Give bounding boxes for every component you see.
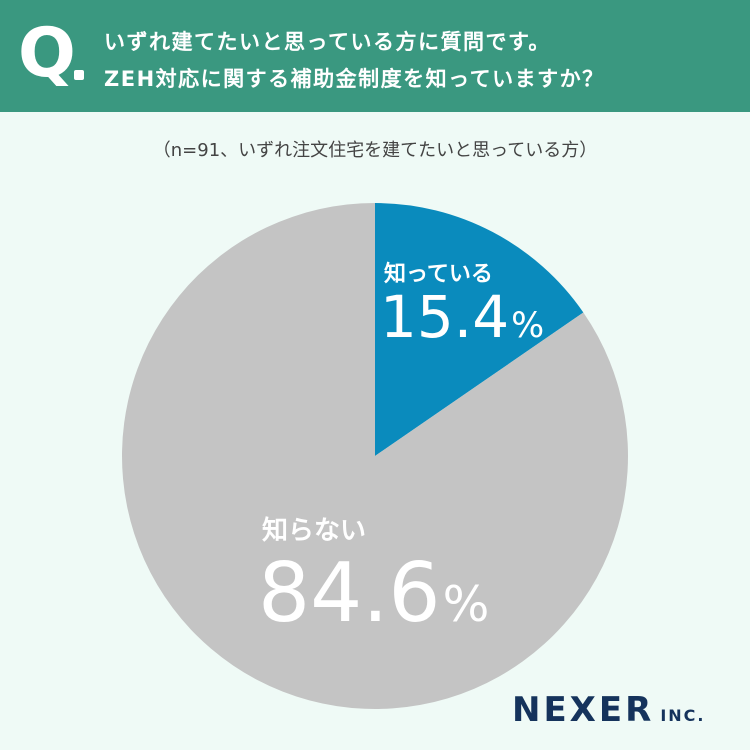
slice-value-unknown: 84.6% [258,548,489,650]
question-line-2: ZEH対応に関する補助金制度を知っていますか？ [104,67,605,91]
question-header: Q いずれ建てたいと思っている方に質問です。 ZEH対応に関する補助金制度を知っ… [0,0,750,112]
question-q-dot [74,70,84,80]
slice-label-unknown: 知らない [262,516,367,546]
logo-sub: INC. [660,706,706,725]
sample-note: （n=91、いずれ注文住宅を建てたいと思っている方） [152,140,598,161]
slice-value-known-number: 15.4 [380,283,510,351]
slice-value-known-unit: % [511,306,545,346]
slice-value-unknown-number: 84.6 [258,546,441,641]
pie-slice-known [375,203,584,456]
logo-main: NEXER [512,690,655,730]
question-q-mark: Q [18,14,76,93]
slice-label-known: 知っている [384,262,493,287]
slice-value-unknown-unit: % [442,575,490,633]
slice-value-known: 15.4% [380,284,544,359]
pie-slice-unknown [122,202,628,709]
question-line-1: いずれ建てたいと思っている方に質問です。 [104,30,551,54]
nexer-logo: NEXER INC. [512,690,705,730]
